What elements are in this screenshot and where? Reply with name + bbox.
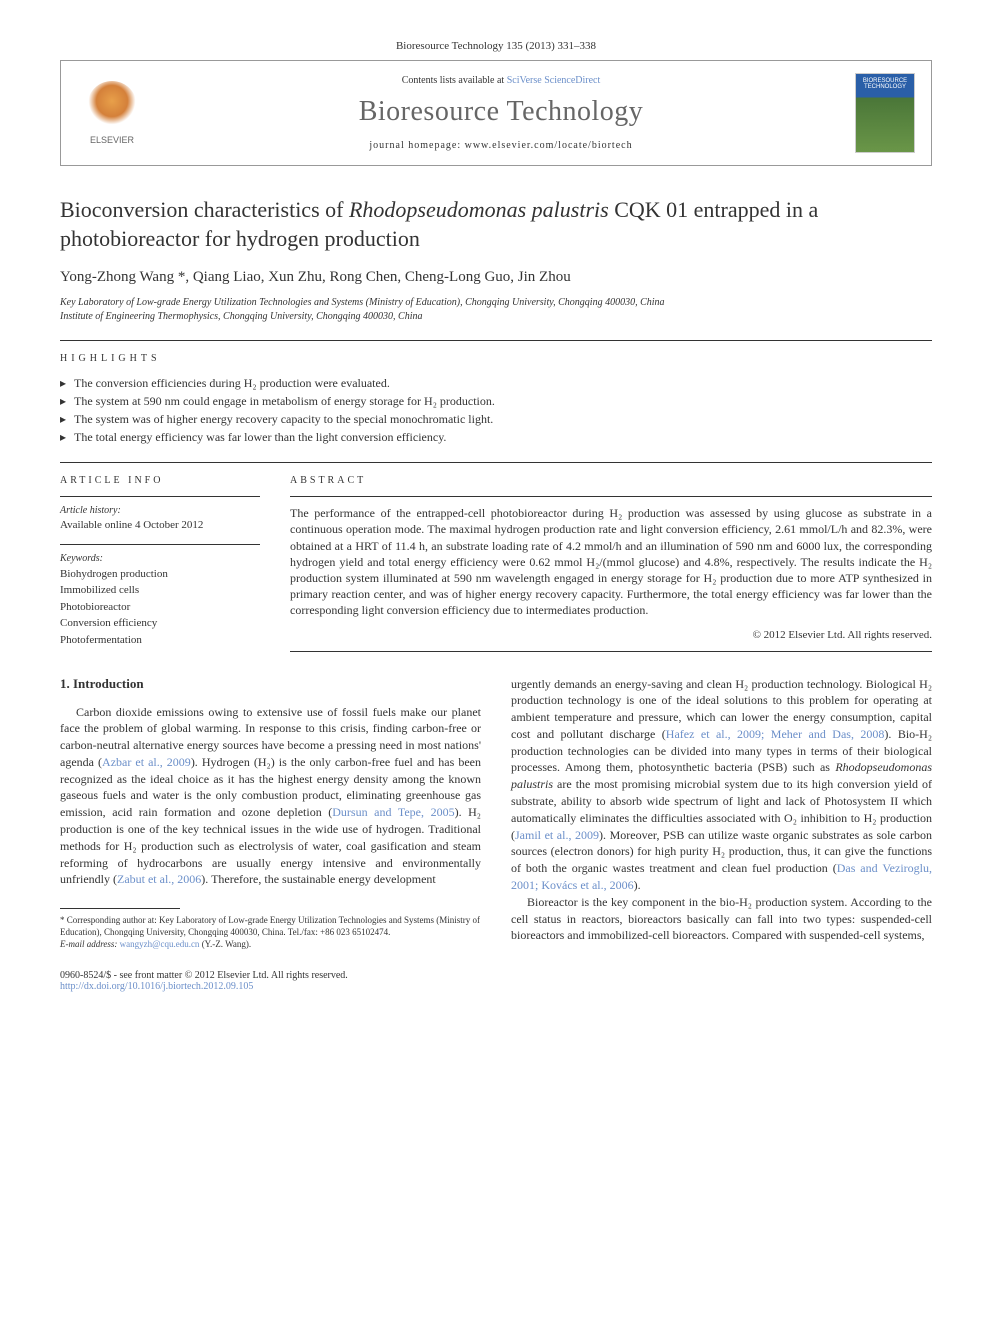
history-text: Available online 4 October 2012 — [60, 518, 260, 533]
keywords-list: Biohydrogen production Immobilized cells… — [60, 566, 260, 649]
introduction-paragraph-1: Carbon dioxide emissions owing to extens… — [60, 704, 481, 889]
corresponding-footnote: * Corresponding author at: Key Laborator… — [60, 915, 481, 938]
elsevier-logo: ELSEVIER — [77, 73, 147, 153]
highlight-item: The total energy efficiency was far lowe… — [60, 428, 932, 446]
divider — [60, 544, 260, 545]
sciencedirect-link[interactable]: SciVerse ScienceDirect — [507, 75, 601, 86]
body-column-left: 1. Introduction Carbon dioxide emissions… — [60, 676, 481, 951]
highlight-item: The system at 590 nm could engage in met… — [60, 392, 932, 410]
keyword: Photofermentation — [60, 632, 260, 649]
doi-left: 0960-8524/$ - see front matter © 2012 El… — [60, 970, 348, 992]
email-link[interactable]: wangyzh@cqu.edu.cn — [120, 939, 200, 949]
highlights-label: HIGHLIGHTS — [60, 353, 932, 364]
homepage-url[interactable]: www.elsevier.com/locate/biortech — [465, 140, 633, 151]
contents-prefix: Contents lists available at — [402, 75, 507, 86]
divider — [60, 340, 932, 341]
introduction-heading: 1. Introduction — [60, 676, 481, 692]
history-label: Article history: — [60, 505, 260, 516]
citation-link[interactable]: Jamil et al., 2009 — [515, 828, 599, 842]
elsevier-label: ELSEVIER — [90, 135, 134, 145]
elsevier-tree-icon — [87, 81, 137, 131]
introduction-paragraph-1-cont: urgently demands an energy-saving and cl… — [511, 676, 932, 894]
email-footnote: E-mail address: wangyzh@cqu.edu.cn (Y.-Z… — [60, 939, 481, 951]
highlights-list: The conversion efficiencies during H₂ pr… — [60, 374, 932, 446]
article-title: Bioconversion characteristics of Rhodops… — [60, 196, 932, 253]
article-info-heading: ARTICLE INFO — [60, 475, 260, 486]
header-center: Contents lists available at SciVerse Sci… — [147, 75, 855, 151]
keyword: Biohydrogen production — [60, 566, 260, 583]
citation-link[interactable]: Zabut et al., 2006 — [117, 872, 201, 886]
affiliations: Key Laboratory of Low-grade Energy Utili… — [60, 296, 932, 324]
abstract-copyright: © 2012 Elsevier Ltd. All rights reserved… — [290, 629, 932, 641]
divider — [60, 462, 932, 463]
email-label: E-mail address: — [60, 939, 120, 949]
affiliation-line: Institute of Engineering Thermophysics, … — [60, 310, 932, 324]
journal-name: Bioresource Technology — [147, 96, 855, 128]
divider — [290, 651, 932, 652]
citation-link[interactable]: Dursun and Tepe, 2005 — [332, 805, 454, 819]
highlight-item: The system was of higher energy recovery… — [60, 410, 932, 428]
body-columns: 1. Introduction Carbon dioxide emissions… — [60, 676, 932, 951]
issn-line: 0960-8524/$ - see front matter © 2012 El… — [60, 970, 348, 981]
divider — [60, 496, 260, 497]
article-info-section: ARTICLE INFO Article history: Available … — [60, 475, 260, 651]
citation-link[interactable]: Hafez et al., 2009; Meher and Das, 2008 — [666, 727, 885, 741]
citation-link[interactable]: Azbar et al., 2009 — [102, 755, 191, 769]
journal-cover-thumbnail: BIORESOURCE TECHNOLOGY — [855, 73, 915, 153]
body-text-span: ). Therefore, the sustainable energy dev… — [201, 872, 435, 886]
title-italic: Rhodopseudomonas palustris — [349, 197, 609, 222]
homepage-prefix: journal homepage: — [369, 140, 464, 151]
abstract-text: The performance of the entrapped-cell ph… — [290, 505, 932, 618]
email-suffix: (Y.-Z. Wang). — [199, 939, 251, 949]
footnote-divider — [60, 908, 180, 909]
info-abstract-row: ARTICLE INFO Article history: Available … — [60, 475, 932, 651]
introduction-paragraph-2: Bioreactor is the key component in the b… — [511, 894, 932, 944]
keywords-label: Keywords: — [60, 553, 260, 564]
authors-list: Yong-Zhong Wang *, Qiang Liao, Xun Zhu, … — [60, 269, 932, 286]
doi-link[interactable]: http://dx.doi.org/10.1016/j.biortech.201… — [60, 981, 348, 992]
journal-reference: Bioresource Technology 135 (2013) 331–33… — [60, 40, 932, 52]
keyword: Photobioreactor — [60, 599, 260, 616]
abstract-heading: ABSTRACT — [290, 475, 932, 486]
divider — [290, 496, 932, 497]
homepage-line: journal homepage: www.elsevier.com/locat… — [147, 140, 855, 151]
affiliation-line: Key Laboratory of Low-grade Energy Utili… — [60, 296, 932, 310]
keyword: Immobilized cells — [60, 582, 260, 599]
body-column-right: urgently demands an energy-saving and cl… — [511, 676, 932, 951]
keyword: Conversion efficiency — [60, 615, 260, 632]
highlight-item: The conversion efficiencies during H₂ pr… — [60, 374, 932, 392]
doi-footer: 0960-8524/$ - see front matter © 2012 El… — [60, 970, 932, 992]
body-text-span: ). — [634, 878, 641, 892]
cover-label: BIORESOURCE TECHNOLOGY — [856, 74, 914, 90]
abstract-section: ABSTRACT The performance of the entrappe… — [290, 475, 932, 651]
title-pre: Bioconversion characteristics of — [60, 197, 349, 222]
header-box: ELSEVIER Contents lists available at Sci… — [60, 60, 932, 166]
contents-line: Contents lists available at SciVerse Sci… — [147, 75, 855, 86]
